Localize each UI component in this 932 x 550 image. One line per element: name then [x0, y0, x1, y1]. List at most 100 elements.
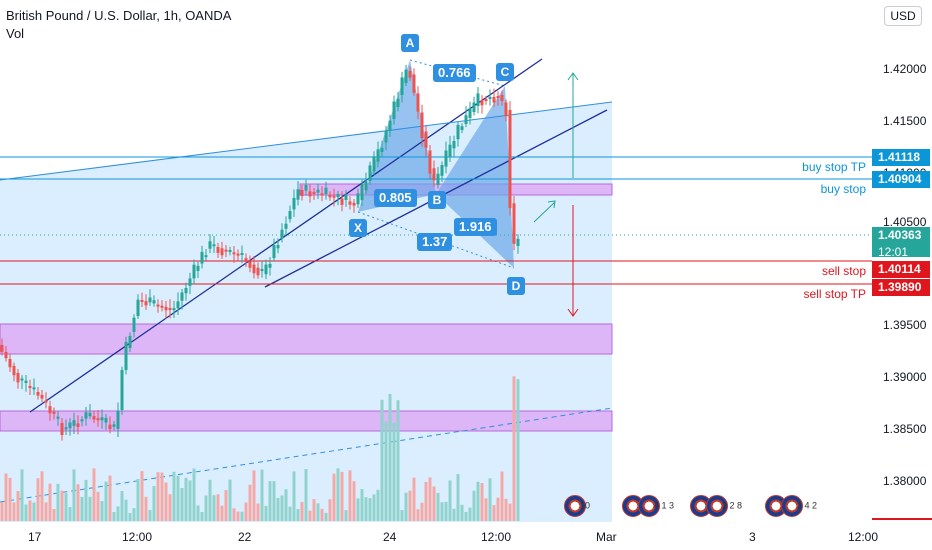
- channel-upper[interactable]: [29, 58, 543, 413]
- candle-body: [44, 400, 48, 403]
- ratio-xb: 0.805: [374, 189, 417, 207]
- candle-body: [296, 189, 300, 200]
- candle-body: [404, 69, 408, 83]
- volume-bar: [344, 510, 348, 521]
- point-d[interactable]: D: [507, 277, 525, 295]
- candle-body: [392, 101, 396, 119]
- volume-bar: [368, 498, 372, 521]
- candle-body: [316, 189, 320, 193]
- candle-body: [408, 71, 412, 78]
- volume-bar: [252, 470, 256, 521]
- candle-body: [256, 267, 260, 276]
- volume-bar: [404, 492, 408, 521]
- candle-body: [16, 373, 20, 383]
- candle-body: [348, 201, 352, 205]
- volume-bar: [516, 379, 520, 521]
- candle-body: [180, 292, 184, 301]
- volume-bar: [388, 394, 392, 521]
- volume-bar: [372, 494, 376, 521]
- trend-line-dashed[interactable]: [0, 407, 613, 503]
- candle-body: [0, 345, 4, 352]
- volume-bar: [428, 477, 432, 521]
- candle-body: [104, 417, 108, 423]
- candle-body: [176, 301, 180, 309]
- candle-body: [92, 416, 96, 420]
- event-marker-4[interactable]: 2 4 2: [765, 495, 817, 517]
- candle-body: [272, 245, 276, 258]
- candle-body: [52, 411, 56, 414]
- volume-bar: [196, 505, 200, 521]
- candle-body: [344, 194, 348, 200]
- volume-bar: [296, 509, 300, 521]
- volume-bar: [268, 481, 272, 521]
- currency-button[interactable]: USD: [884, 6, 922, 26]
- time-tick: 12:00: [481, 530, 512, 544]
- candle-body: [212, 244, 216, 247]
- point-x[interactable]: X: [349, 219, 367, 237]
- volume-bar: [444, 501, 448, 521]
- buy-stop-price: 1.40904: [872, 171, 930, 188]
- volume-bar: [140, 471, 144, 521]
- supply-zone-middle: [0, 323, 613, 355]
- volume-bar: [504, 498, 508, 521]
- candle-body: [456, 124, 460, 140]
- time-tick: 24: [383, 530, 397, 544]
- candle-body: [56, 416, 60, 419]
- volume-bar: [148, 509, 152, 521]
- buy-stop-tp-label: buy stop TP: [802, 160, 866, 174]
- price-tick: 1.39500: [883, 318, 927, 332]
- volume-bar: [108, 475, 112, 521]
- candle-body: [468, 108, 472, 118]
- candle-body: [244, 258, 248, 262]
- volume-bar: [236, 511, 240, 521]
- candle-body: [324, 187, 328, 194]
- volume-bar: [156, 472, 160, 521]
- point-c[interactable]: C: [496, 63, 514, 81]
- point-a[interactable]: A: [401, 34, 419, 52]
- volume-bar: [256, 503, 260, 521]
- volume-bar: [424, 481, 428, 521]
- candle-body: [60, 423, 64, 435]
- sell-stop-price: 1.40114: [872, 261, 930, 278]
- event-marker-1[interactable]: 10: [564, 495, 590, 517]
- candle-body: [260, 269, 264, 272]
- event-marker-2[interactable]: 4 1 3: [622, 495, 674, 517]
- volume-bar: [212, 495, 216, 521]
- ratio-xd: 1.37: [417, 233, 453, 251]
- candle-body: [164, 306, 168, 311]
- event-marker-3[interactable]: 2 2 8: [690, 495, 742, 517]
- candle-body: [312, 192, 316, 194]
- volume-bar: [316, 503, 320, 521]
- point-b[interactable]: B: [428, 191, 446, 209]
- candle-body: [428, 150, 432, 174]
- symbol-title[interactable]: British Pound / U.S. Dollar, 1h, OANDA: [6, 8, 232, 23]
- candle-body: [220, 248, 224, 256]
- volume-bar: [420, 502, 424, 521]
- time-tick: 17: [28, 530, 42, 544]
- volume-bar: [8, 477, 12, 521]
- candle-body: [72, 420, 76, 426]
- volume-indicator-label[interactable]: Vol: [6, 26, 25, 41]
- flag-icon: [706, 495, 728, 517]
- candle-body: [160, 305, 164, 308]
- volume-bar: [436, 492, 440, 521]
- candle-body: [120, 369, 124, 410]
- supply-zone-bottom: [0, 410, 613, 432]
- volume-bar: [392, 422, 396, 521]
- volume-bar: [0, 502, 4, 521]
- candle-body: [444, 150, 448, 167]
- candle-body: [236, 253, 240, 256]
- candle-body: [436, 173, 440, 185]
- candle-body: [32, 387, 36, 390]
- volume-bar: [336, 468, 340, 521]
- candle-body: [340, 198, 344, 205]
- candle-body: [84, 412, 88, 419]
- candle-body: [36, 392, 40, 396]
- candle-body: [432, 168, 436, 181]
- volume-bar: [160, 472, 164, 521]
- candle-body: [168, 308, 172, 310]
- candle-body: [268, 263, 272, 268]
- volume-bar: [188, 480, 192, 521]
- volume-bar: [364, 497, 368, 521]
